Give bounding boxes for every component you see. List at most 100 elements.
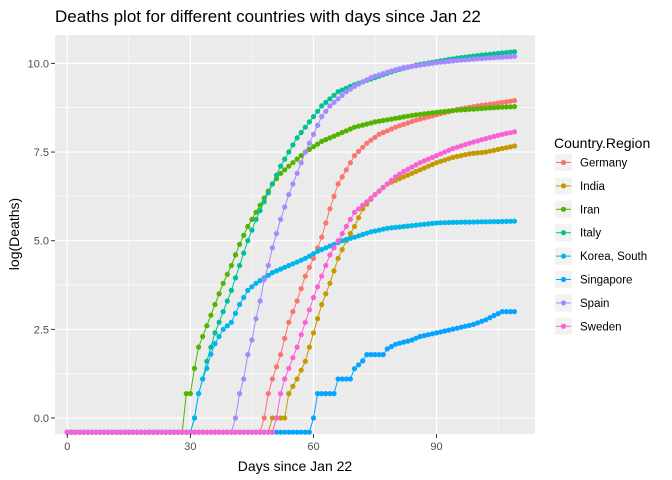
data-point xyxy=(343,223,349,230)
data-point xyxy=(388,126,394,132)
data-point xyxy=(495,100,501,106)
data-point xyxy=(294,170,300,176)
data-point xyxy=(167,429,173,435)
data-point xyxy=(278,163,284,169)
data-point xyxy=(339,231,345,237)
data-point xyxy=(245,352,251,358)
data-point xyxy=(339,376,345,382)
data-point xyxy=(216,319,222,325)
data-point xyxy=(261,415,267,421)
data-point xyxy=(507,53,513,60)
data-point xyxy=(265,262,271,269)
data-point xyxy=(450,154,456,160)
data-point xyxy=(466,56,472,63)
data-point xyxy=(306,119,312,125)
data-point xyxy=(425,114,431,120)
legend-label: Spain xyxy=(580,298,609,310)
data-point xyxy=(290,160,296,166)
data-point xyxy=(224,429,230,435)
data-point xyxy=(253,209,259,215)
data-point xyxy=(249,284,255,290)
data-point xyxy=(237,391,243,397)
data-point xyxy=(265,429,271,435)
legend-label: Korea, South xyxy=(580,251,647,263)
data-point xyxy=(507,49,513,55)
data-point xyxy=(421,158,427,164)
data-point xyxy=(294,344,300,350)
data-point xyxy=(183,391,189,397)
data-point xyxy=(298,429,304,435)
data-point xyxy=(351,83,358,89)
data-point xyxy=(356,148,362,154)
data-point xyxy=(503,50,509,56)
data-point xyxy=(495,311,501,317)
data-point xyxy=(261,429,267,435)
data-point xyxy=(433,220,440,226)
data-point xyxy=(302,149,308,155)
data-point xyxy=(429,154,435,160)
data-point xyxy=(454,325,460,331)
data-point xyxy=(503,218,509,224)
data-point xyxy=(237,241,243,247)
data-point xyxy=(384,128,390,134)
data-point xyxy=(282,429,288,435)
data-point xyxy=(241,232,247,238)
data-point xyxy=(446,327,452,333)
data-point xyxy=(335,89,341,95)
data-point xyxy=(310,330,317,336)
data-point xyxy=(421,115,427,121)
legend-label: Iran xyxy=(580,204,600,216)
data-point xyxy=(401,223,407,230)
data-point xyxy=(253,280,259,286)
data-point xyxy=(351,234,358,240)
data-point xyxy=(401,114,407,120)
data-point xyxy=(495,219,501,225)
data-point xyxy=(397,340,403,346)
data-point xyxy=(503,54,509,60)
data-point xyxy=(343,236,349,243)
y-axis-title: log(Deaths) xyxy=(6,198,22,270)
data-point xyxy=(278,170,284,176)
data-point xyxy=(360,206,366,212)
data-point xyxy=(200,333,206,340)
x-tick-label: 90 xyxy=(430,441,442,453)
data-point xyxy=(417,111,423,117)
data-point xyxy=(511,104,518,110)
data-point xyxy=(171,429,177,435)
data-point xyxy=(273,172,280,178)
data-point xyxy=(224,271,230,277)
data-point xyxy=(491,133,497,139)
data-point xyxy=(282,264,288,270)
data-point xyxy=(475,106,481,112)
data-point xyxy=(421,61,427,68)
data-point xyxy=(278,216,284,222)
data-point xyxy=(466,219,472,225)
data-point xyxy=(397,224,403,230)
data-point xyxy=(319,391,325,397)
data-point xyxy=(499,309,505,315)
data-point xyxy=(232,252,239,258)
data-point xyxy=(475,138,481,144)
data-point xyxy=(323,291,329,297)
data-point xyxy=(360,144,366,150)
data-point xyxy=(380,352,386,358)
legend-key-dot xyxy=(560,206,567,212)
data-point xyxy=(282,204,288,210)
data-point xyxy=(466,106,472,112)
data-point xyxy=(364,199,370,205)
data-point xyxy=(310,144,317,150)
data-point xyxy=(315,108,321,114)
data-point xyxy=(315,122,321,128)
data-point xyxy=(273,364,280,370)
data-point xyxy=(282,376,288,382)
data-point xyxy=(216,291,222,297)
data-point xyxy=(327,135,333,141)
data-point xyxy=(433,60,440,66)
data-point xyxy=(278,352,284,358)
data-point xyxy=(487,55,493,61)
y-tick-label: 2.5 xyxy=(34,324,49,336)
data-point xyxy=(442,59,448,65)
data-point xyxy=(401,65,407,71)
data-point xyxy=(249,216,255,222)
data-point xyxy=(208,351,214,357)
